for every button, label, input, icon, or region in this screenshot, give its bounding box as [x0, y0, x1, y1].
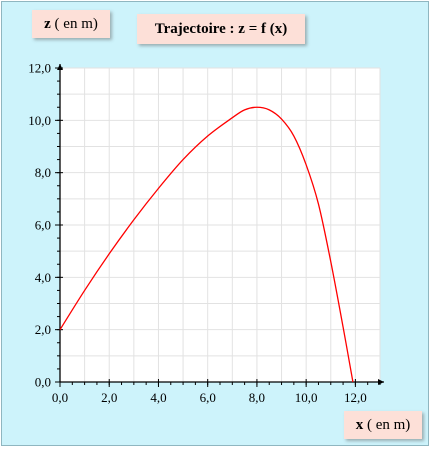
chart-title: Trajectoire : z = f (x) — [137, 14, 305, 44]
x-tick-label: 2,0 — [101, 390, 117, 405]
y-axis-variable: z — [44, 15, 51, 32]
tick-labels: 0,0 2,0 4,0 6,0 8,0 10,0 12,0 0,0 2,0 4,0 6,0 8,0 10… — [28, 61, 367, 406]
y-tick-label: 10,0 — [28, 113, 51, 128]
x-axis-label: x ( en m) — [344, 411, 422, 439]
x-tick-label: 12,0 — [344, 390, 367, 405]
y-axis-label: z ( en m) — [32, 10, 110, 38]
x-tick-label: 10,0 — [295, 390, 318, 405]
x-axis-variable: x — [355, 416, 364, 433]
x-tick-label: 8,0 — [249, 390, 265, 405]
x-tick-label: 4,0 — [150, 390, 166, 405]
trajectory-line — [59, 106, 354, 383]
y-axis-unit: ( en m) — [50, 15, 98, 32]
y-tick-label: 6,0 — [35, 218, 51, 233]
x-tick-label: 0,0 — [52, 390, 68, 405]
y-tick-label: 2,0 — [35, 322, 51, 337]
grid-lines — [59, 67, 381, 383]
y-axis-arrow — [57, 64, 63, 70]
y-tick-label: 8,0 — [35, 165, 51, 180]
x-tick-label: 6,0 — [200, 390, 216, 405]
x-axis-unit: ( en m) — [363, 416, 411, 433]
y-tick-label: 4,0 — [35, 270, 51, 285]
y-tick-label: 0,0 — [35, 375, 51, 390]
x-axis-arrow — [378, 379, 384, 385]
y-tick-label: 12,0 — [28, 61, 51, 76]
